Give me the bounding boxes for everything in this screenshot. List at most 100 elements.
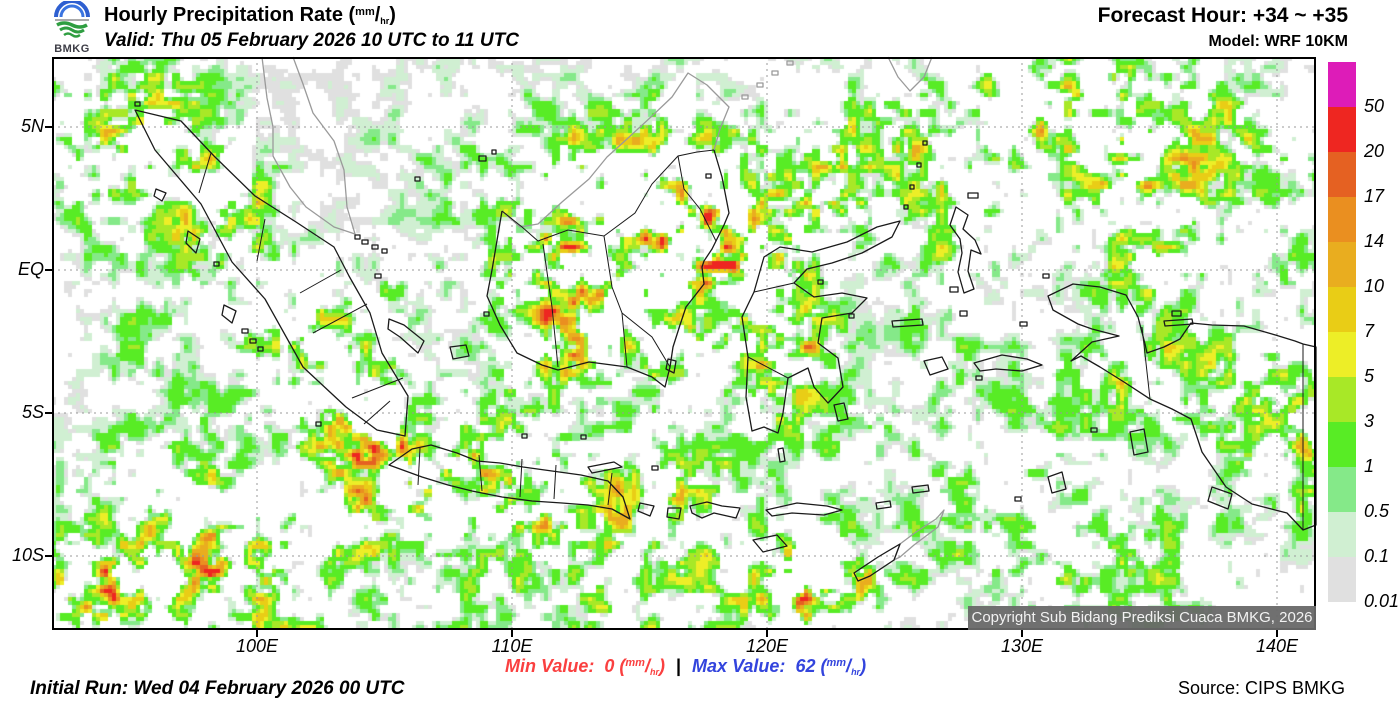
lon-axis-tick — [766, 630, 768, 637]
lon-axis-label: 140E — [1255, 636, 1299, 656]
lon-axis-tick — [256, 630, 258, 637]
indonesia-coastline — [923, 356, 949, 376]
admin-border — [363, 400, 391, 425]
colorbar-level-label: 0.5 — [1364, 501, 1390, 521]
foreign-coastline — [893, 509, 945, 561]
colorbar-cell — [1328, 422, 1356, 467]
colorbar-cell — [1328, 287, 1356, 332]
indonesia-coastline — [666, 507, 682, 520]
admin-border — [677, 155, 717, 242]
indonesia-coastline — [911, 484, 930, 494]
admin-border — [501, 149, 715, 242]
coastline-overlay — [52, 56, 1317, 630]
indonesia-coastline — [765, 502, 843, 517]
admin-border — [621, 312, 671, 368]
colorbar-cell — [1328, 242, 1356, 287]
colorbar-cell — [1328, 62, 1356, 107]
min-value-label: Min Value: 0 (mm/hr) — [505, 656, 665, 677]
indonesia-coastline — [665, 358, 677, 374]
admin-border — [351, 377, 404, 399]
indonesia-coastline — [221, 304, 237, 324]
indonesia-coastline — [387, 318, 425, 354]
precipitation-raster — [52, 57, 1316, 630]
map-area: Copyright Sub Bidang Prediksi Cuaca BMKG… — [52, 56, 1317, 630]
lon-axis-tick — [1021, 630, 1023, 637]
model-label: Model: WRF 10KM — [1208, 33, 1348, 50]
colorbar-cell — [1328, 197, 1356, 242]
indonesia-coastline — [689, 501, 741, 519]
colorbar-cell — [1328, 377, 1356, 422]
indonesia-coastline — [637, 502, 655, 517]
admin-border — [553, 464, 557, 500]
indonesia-coastline — [1047, 471, 1067, 494]
lon-axis-label: 120E — [745, 636, 789, 656]
admin-border — [542, 243, 559, 368]
colorbar-level-label: 20 — [1364, 141, 1385, 161]
colorbar-level-label: 7 — [1364, 321, 1375, 341]
colorbar — [1328, 62, 1356, 602]
indonesia-coastline — [741, 220, 901, 434]
map-frame — [52, 57, 1316, 630]
lon-axis-tick — [511, 630, 513, 637]
lat-axis-label: 5N — [20, 116, 44, 136]
source-label: Source: CIPS BMKG — [1177, 678, 1345, 698]
colorbar-level-label: 50 — [1364, 96, 1385, 116]
admin-border — [1141, 326, 1151, 400]
minmax-line: Min Value: 0 (mm/hr) | Max Value: 62 (mm… — [505, 656, 866, 677]
indonesia-coastline — [1207, 486, 1233, 510]
admin-border — [198, 152, 212, 194]
colorbar-level-label: 0.01 — [1364, 591, 1400, 611]
admin-border — [299, 269, 342, 294]
initial-run-label: Initial Run: Wed 04 February 2026 00 UTC — [30, 678, 405, 699]
admin-border — [417, 447, 421, 486]
indonesia-coastline — [891, 318, 924, 328]
indonesia-coastline — [1129, 428, 1149, 456]
copyright-watermark: Copyright Sub Bidang Prediksi Cuaca BMKG… — [968, 606, 1316, 630]
colorbar-level-label: 17 — [1364, 186, 1385, 206]
lat-axis-tick — [45, 126, 52, 128]
foreign-coastline — [887, 56, 933, 92]
colorbar-level-label: 14 — [1364, 231, 1385, 251]
indonesia-coastline — [949, 206, 982, 294]
bmkg-logo: BMKG — [44, 0, 100, 55]
indonesia-coastline — [973, 354, 1043, 372]
indonesia-coastline — [134, 109, 409, 437]
admin-border — [256, 218, 266, 262]
lon-axis-tick — [1276, 630, 1278, 637]
lon-axis-label: 130E — [1000, 636, 1044, 656]
lon-axis-label: 110E — [491, 636, 533, 656]
admin-border — [519, 458, 523, 498]
colorbar-level-label: 1 — [1364, 456, 1375, 476]
indonesia-coastline — [587, 461, 623, 474]
admin-border — [607, 472, 613, 506]
lat-axis-label: 10S — [11, 545, 44, 565]
colorbar-level-label: 3 — [1364, 411, 1375, 431]
lat-axis-tick — [45, 412, 52, 414]
foreign-coastline — [501, 72, 730, 228]
colorbar-cell — [1328, 152, 1356, 197]
bmkg-logo-text: BMKG — [54, 43, 90, 55]
indonesia-coastline — [752, 534, 788, 553]
page-title: Hourly Precipitation Rate (mm/hr) — [104, 4, 396, 26]
indonesia-coastline — [853, 543, 901, 582]
indonesia-coastline — [1047, 283, 1317, 531]
admin-border — [478, 454, 483, 492]
lat-axis-tick — [45, 269, 52, 271]
lat-axis-label: 5S — [21, 402, 44, 422]
colorbar-level-label: 0.1 — [1364, 546, 1390, 566]
colorbar-cell — [1328, 467, 1356, 512]
foreign-coastline — [741, 60, 794, 100]
admin-border — [753, 282, 795, 293]
indonesia-coastline — [134, 101, 1182, 502]
foreign-coastline — [261, 56, 356, 235]
lat-axis-tick — [45, 555, 52, 557]
minmax-separator: | — [675, 656, 682, 676]
indonesia-coastline — [449, 344, 470, 360]
valid-time-label: Valid: Thu 05 February 2026 10 UTC to 11… — [104, 30, 519, 51]
colorbar-cell — [1328, 557, 1356, 602]
colorbar-cell — [1328, 107, 1356, 152]
bmkg-logo-icon — [54, 0, 90, 38]
admin-border — [747, 356, 789, 379]
colorbar-cell — [1328, 332, 1356, 377]
